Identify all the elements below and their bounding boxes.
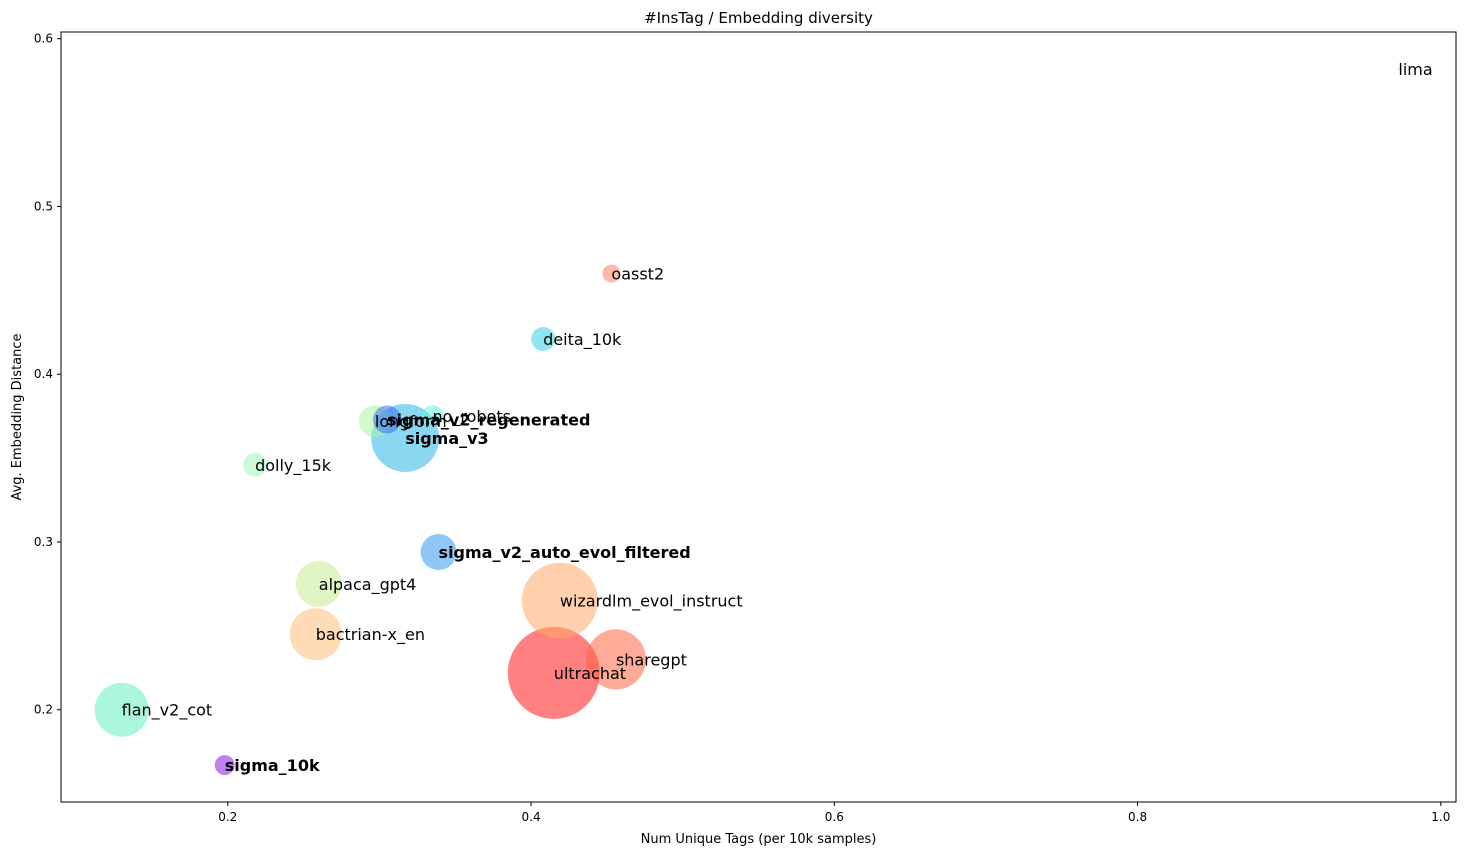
- data-point-dolly_15k: [243, 452, 268, 477]
- data-point-bactrian-x_en: [289, 608, 342, 661]
- data-point-wizardlm_evol_instruct: [521, 562, 598, 639]
- y-tick-label: 0.3: [34, 535, 53, 549]
- data-label-sigma_v3: sigma_v3: [405, 429, 489, 448]
- y-axis-label: Avg. Embedding Distance: [10, 333, 25, 500]
- x-axis-label: Num Unique Tags (per 10k samples): [641, 832, 877, 847]
- data-point-flan_v2_cot: [94, 682, 149, 737]
- data-label-alpaca_gpt4: alpaca_gpt4: [319, 575, 417, 595]
- data-label-sigma_v2_regenerated: sigma_v2_regenerated: [387, 411, 590, 430]
- x-tick-label: 0.8: [1128, 810, 1147, 824]
- data-point-sigma_v2_regenerated: [373, 405, 402, 434]
- data-point-alpaca_gpt4: [295, 560, 342, 607]
- data-label-lima: lima: [1398, 60, 1432, 79]
- y-tick-label: 0.4: [34, 367, 53, 381]
- labels-layer: limaoasst2deita_10kno_robotslongformsigm…: [122, 60, 1433, 775]
- points-layer: [94, 67, 1400, 776]
- data-point-sigma_v2_auto_evol_filtered: [420, 534, 457, 571]
- y-tick-label: 0.2: [34, 703, 53, 717]
- x-axis-ticks: 0.2 0.4 0.6 0.8 1.0: [218, 802, 1450, 824]
- x-tick-label: 0.6: [825, 810, 844, 824]
- data-label-wizardlm_evol_instruct: wizardlm_evol_instruct: [560, 592, 743, 612]
- data-point-sharegpt: [585, 629, 646, 690]
- data-label-sigma_v2_auto_evol_filtered: sigma_v2_auto_evol_filtered: [439, 543, 691, 562]
- data-point-deita_10k: [531, 326, 556, 351]
- data-label-longform: longform: [375, 412, 447, 431]
- x-tick-label: 0.2: [218, 810, 237, 824]
- y-tick-label: 0.6: [34, 32, 53, 46]
- x-tick-label: 1.0: [1431, 810, 1450, 824]
- data-label-sigma_10k: sigma_10k: [225, 756, 320, 775]
- data-label-dolly_15k: dolly_15k: [255, 456, 332, 476]
- data-point-no_robots: [421, 405, 444, 428]
- data-label-sharegpt: sharegpt: [616, 650, 687, 669]
- data-label-ultrachat: ultrachat: [554, 664, 626, 683]
- data-point-lima: [1397, 67, 1400, 70]
- data-label-no_robots: no_robots: [432, 407, 511, 427]
- data-point-ultrachat: [507, 626, 600, 719]
- data-label-deita_10k: deita_10k: [543, 330, 622, 350]
- y-tick-label: 0.5: [34, 199, 53, 213]
- data-point-sigma_10k: [214, 755, 235, 776]
- plot-frame: [60, 31, 1457, 803]
- data-label-oasst2: oasst2: [611, 265, 664, 284]
- chart-title: #InsTag / Embedding diversity: [644, 9, 873, 27]
- data-point-oasst2: [602, 264, 621, 283]
- data-label-flan_v2_cot: flan_v2_cot: [122, 701, 213, 721]
- y-axis-ticks: 0.2 0.3 0.4 0.5 0.6: [34, 32, 61, 717]
- data-label-bactrian-x_en: bactrian-x_en: [316, 625, 425, 645]
- x-tick-label: 0.4: [522, 810, 541, 824]
